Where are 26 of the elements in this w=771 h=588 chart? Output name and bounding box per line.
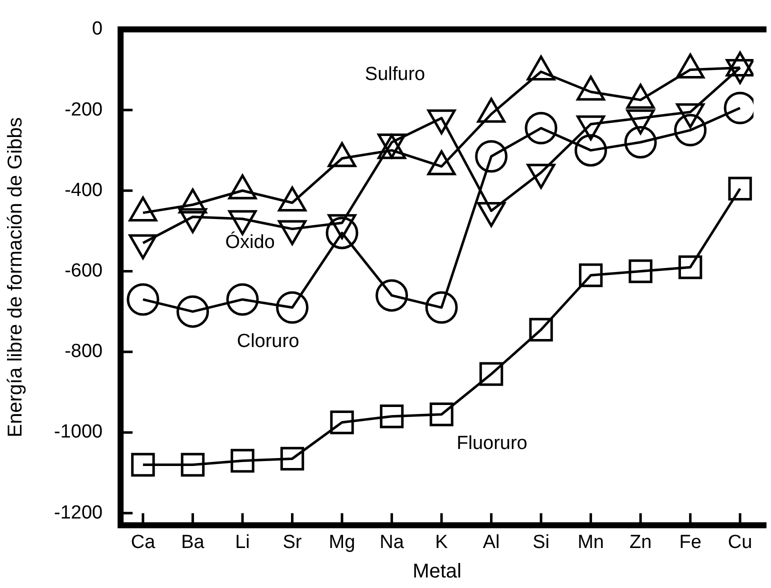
x-tick-label: Ca [130, 532, 156, 553]
y-tick-label: -1000 [54, 422, 103, 443]
x-tick-label: Sr [282, 532, 302, 553]
annotation: Fluoruro [456, 433, 528, 454]
annotation: Óxido [225, 231, 275, 254]
x-tick-label: Mg [328, 532, 356, 553]
y-tick-label: 0 [92, 18, 103, 40]
x-axis-title: Metal [412, 560, 462, 583]
y-tick-label: -1200 [54, 502, 103, 524]
x-tick-label: Al [482, 532, 500, 553]
x-tick-label: Na [380, 532, 404, 553]
y-tick-label: -400 [64, 180, 103, 201]
y-axis-title: Energía libre de formación de Gibbs [4, 117, 27, 438]
x-tick-label: Si [532, 532, 550, 553]
x-tick-label: Zn [629, 532, 652, 553]
y-tick-label: -200 [64, 99, 103, 120]
x-tick-label: Cu [728, 532, 752, 553]
annotation: Cloruro [236, 331, 300, 352]
x-tick-label: Ba [181, 532, 205, 553]
x-tick-label: K [435, 532, 448, 553]
x-tick-label: Li [235, 532, 250, 553]
annotation: Sulfuro [364, 64, 426, 86]
x-tick-label: Fe [679, 532, 702, 553]
y-tick-label: -800 [64, 341, 103, 362]
x-tick-label: Mn [578, 532, 604, 553]
y-tick-label: -600 [64, 260, 103, 282]
